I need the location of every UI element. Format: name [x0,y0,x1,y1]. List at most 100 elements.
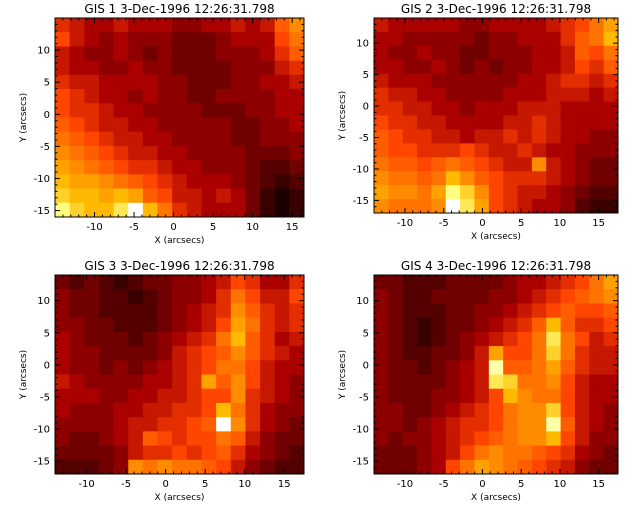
heatmap-cell [503,445,518,461]
heatmap-cell [172,103,188,118]
heatmap-cell [201,131,217,147]
y-tick-label: -15 [353,196,369,207]
heatmap-cell [98,103,114,118]
heatmap-cell [186,388,202,404]
heatmap-cell [186,417,202,432]
heatmap-cell [560,59,576,75]
heatmap-cell [260,74,276,90]
heatmap-cell [531,445,547,461]
heatmap-cell [531,374,547,390]
heatmap-cell [260,331,276,347]
heatmap-cell [186,275,202,290]
heatmap-cell [388,185,404,200]
heatmap-cell [230,32,246,47]
y-tick-label: -15 [34,457,50,468]
heatmap-cell [216,346,232,361]
heatmap-cell [274,60,290,76]
gis-panel-2: -10 -5 0 5 10 15 -15 -10 -5 0 5 10 GIS 2 3-Dec-1996 … [338,2,619,242]
heatmap-cell [201,360,217,375]
heatmap-cell [289,303,305,319]
heatmap-cell [201,275,217,290]
heatmap-cell [431,275,447,290]
heatmap-cell [157,402,173,418]
heatmap-cell [417,129,432,144]
heatmap-cell [460,417,475,432]
heatmap-cell [69,131,85,147]
heatmap-cell [245,188,261,204]
heatmap-cell [445,459,461,475]
heatmap-cell [402,45,418,61]
heatmap-cell [474,59,490,75]
heatmap-cell [374,101,389,116]
heatmap-cell [574,18,590,33]
heatmap-cell [517,331,533,347]
y-tick-label: -5 [359,392,369,403]
heatmap-cell [417,59,432,75]
heatmap-cell [445,18,461,33]
heatmap-cell [98,46,114,62]
heatmap-cell [69,74,85,90]
heatmap-cell [186,202,202,218]
heatmap-cell [531,31,547,47]
heatmap-cell [589,143,605,158]
heatmap-cell [84,275,100,290]
heatmap-cell [157,60,173,76]
heatmap-cell [201,145,217,161]
heatmap-cell [374,402,389,418]
heatmap-cell [517,45,533,61]
heatmap-cell [128,275,144,290]
heatmap-cell [274,174,290,189]
heatmap-cell [84,46,100,62]
y-tick-label: 5 [363,70,369,81]
heatmap-cell [460,185,475,200]
heatmap-cell [431,317,447,333]
heatmap-cell [431,346,447,361]
heatmap-cell [128,103,144,118]
heatmap-cell [560,45,576,61]
panel-title: GIS 2 3-Dec-1996 12:26:31.798 [401,2,591,16]
heatmap-cell [388,59,404,75]
heatmap-cell [417,431,432,446]
heatmap-cell [388,374,404,390]
heatmap-cell [289,32,305,47]
heatmap-cell [245,331,261,347]
heatmap-cell [84,89,100,104]
heatmap-cell [574,275,590,290]
heatmap-cell [417,388,432,404]
heatmap-cell [98,131,114,147]
heatmap-cell [128,18,144,33]
heatmap-cell [142,174,158,189]
heatmap-cell [589,157,605,172]
heatmap-cell [503,402,518,418]
heatmap-cell [260,202,276,218]
heatmap-cell [431,59,447,75]
heatmap-cell [69,145,85,161]
heatmap-cell [546,73,561,89]
heatmap-cell [388,115,404,130]
heatmap-cell [460,45,475,61]
heatmap-cell [186,346,202,361]
heatmap-cell [142,346,158,361]
heatmap-cell [69,117,85,133]
heatmap-cell [245,74,261,90]
heatmap-cell [374,331,389,347]
heatmap-cell [55,374,71,390]
heatmap-cell [546,346,561,361]
y-tick-label: 0 [363,360,369,371]
heatmap-cell [560,388,576,404]
heatmap-cell [186,103,202,118]
heatmap-cell [55,202,71,218]
heatmap-cell [55,431,71,446]
heatmap-cell [560,360,576,375]
heatmap-cell [531,275,547,290]
heatmap-cell [574,73,590,89]
heatmap-cell [517,431,533,446]
heatmap-cell [55,275,71,290]
heatmap-cell [546,157,561,172]
heatmap-cell [503,346,518,361]
heatmap-cell [201,417,217,432]
heatmap-cell [55,417,71,432]
heatmap-cell [201,174,217,189]
heatmap-cell [289,402,305,418]
heatmap-cell [589,417,605,432]
